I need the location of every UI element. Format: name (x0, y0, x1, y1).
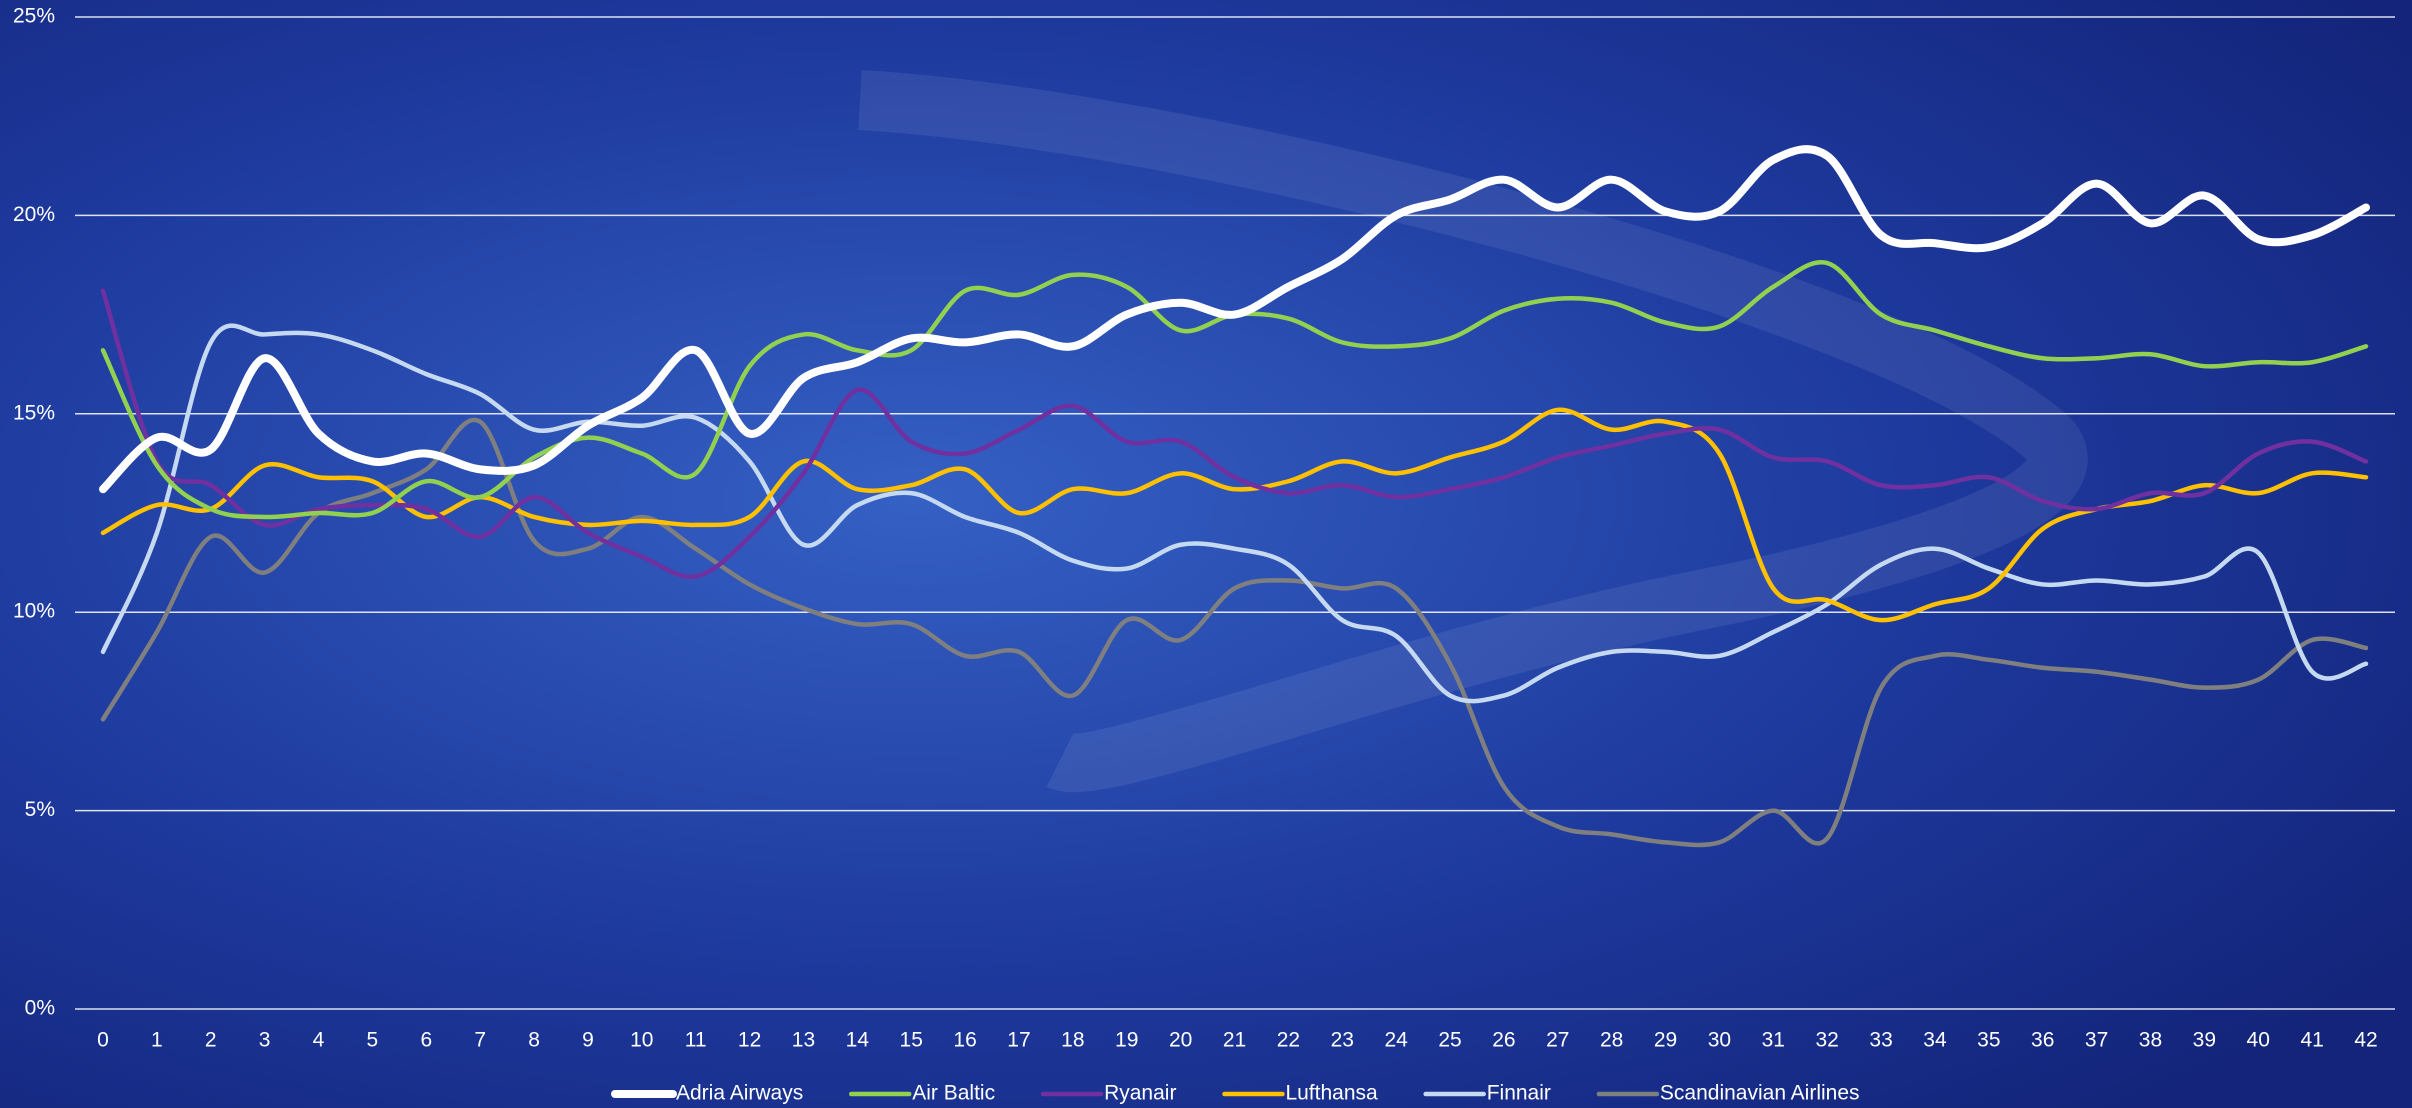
x-tick-label: 39 (2193, 1029, 2216, 1052)
x-tick-label: 2 (205, 1029, 217, 1052)
x-tick-label: 33 (1869, 1029, 1892, 1052)
legend-label: Air Baltic (912, 1082, 995, 1105)
x-tick-label: 20 (1169, 1029, 1192, 1052)
x-tick-label: 1 (151, 1029, 163, 1052)
legend-label: Scandinavian Airlines (1660, 1082, 1860, 1105)
x-tick-label: 41 (2300, 1029, 2323, 1052)
x-tick-label: 37 (2085, 1029, 2108, 1052)
x-tick-label: 25 (1438, 1029, 1461, 1052)
y-tick-label: 10% (13, 600, 55, 623)
x-tick-label: 22 (1277, 1029, 1300, 1052)
x-tick-label: 29 (1654, 1029, 1677, 1052)
y-tick-label: 25% (13, 5, 55, 28)
x-tick-label: 23 (1331, 1029, 1354, 1052)
x-tick-label: 4 (313, 1029, 325, 1052)
x-tick-label: 15 (900, 1029, 923, 1052)
y-tick-label: 5% (25, 798, 55, 821)
x-tick-label: 21 (1223, 1029, 1246, 1052)
x-tick-label: 10 (630, 1029, 653, 1052)
x-tick-label: 17 (1007, 1029, 1030, 1052)
x-tick-label: 19 (1115, 1029, 1138, 1052)
x-tick-label: 3 (259, 1029, 271, 1052)
x-tick-label: 16 (953, 1029, 976, 1052)
y-tick-label: 15% (13, 401, 55, 424)
x-tick-label: 38 (2139, 1029, 2162, 1052)
x-tick-label: 7 (474, 1029, 486, 1052)
x-tick-label: 14 (846, 1029, 870, 1052)
legend-label: Adria Airways (676, 1082, 803, 1105)
x-tick-label: 9 (582, 1029, 594, 1052)
x-tick-label: 30 (1708, 1029, 1731, 1052)
x-tick-label: 27 (1546, 1029, 1569, 1052)
x-tick-label: 11 (685, 1029, 707, 1052)
x-tick-label: 32 (1816, 1029, 1839, 1052)
y-tick-label: 0% (25, 997, 55, 1020)
x-tick-label: 24 (1384, 1029, 1408, 1052)
x-tick-label: 40 (2247, 1029, 2270, 1052)
x-tick-label: 36 (2031, 1029, 2054, 1052)
x-tick-label: 26 (1492, 1029, 1515, 1052)
y-tick-label: 20% (13, 203, 55, 226)
x-tick-label: 0 (97, 1029, 109, 1052)
legend-label: Lufthansa (1285, 1082, 1378, 1105)
legend-label: Finnair (1487, 1082, 1551, 1105)
x-tick-label: 35 (1977, 1029, 2000, 1052)
x-tick-label: 6 (420, 1029, 432, 1052)
x-tick-label: 42 (2354, 1029, 2377, 1052)
x-tick-label: 31 (1762, 1029, 1785, 1052)
chart: 0%5%10%15%20%25%012345678910111213141516… (0, 0, 2412, 1108)
x-tick-label: 8 (528, 1029, 540, 1052)
x-tick-label: 18 (1061, 1029, 1084, 1052)
x-tick-label: 13 (792, 1029, 815, 1052)
x-tick-label: 12 (738, 1029, 761, 1052)
x-tick-label: 5 (367, 1029, 379, 1052)
legend-label: Ryanair (1104, 1082, 1176, 1105)
x-tick-label: 28 (1600, 1029, 1623, 1052)
x-tick-label: 34 (1923, 1029, 1947, 1052)
